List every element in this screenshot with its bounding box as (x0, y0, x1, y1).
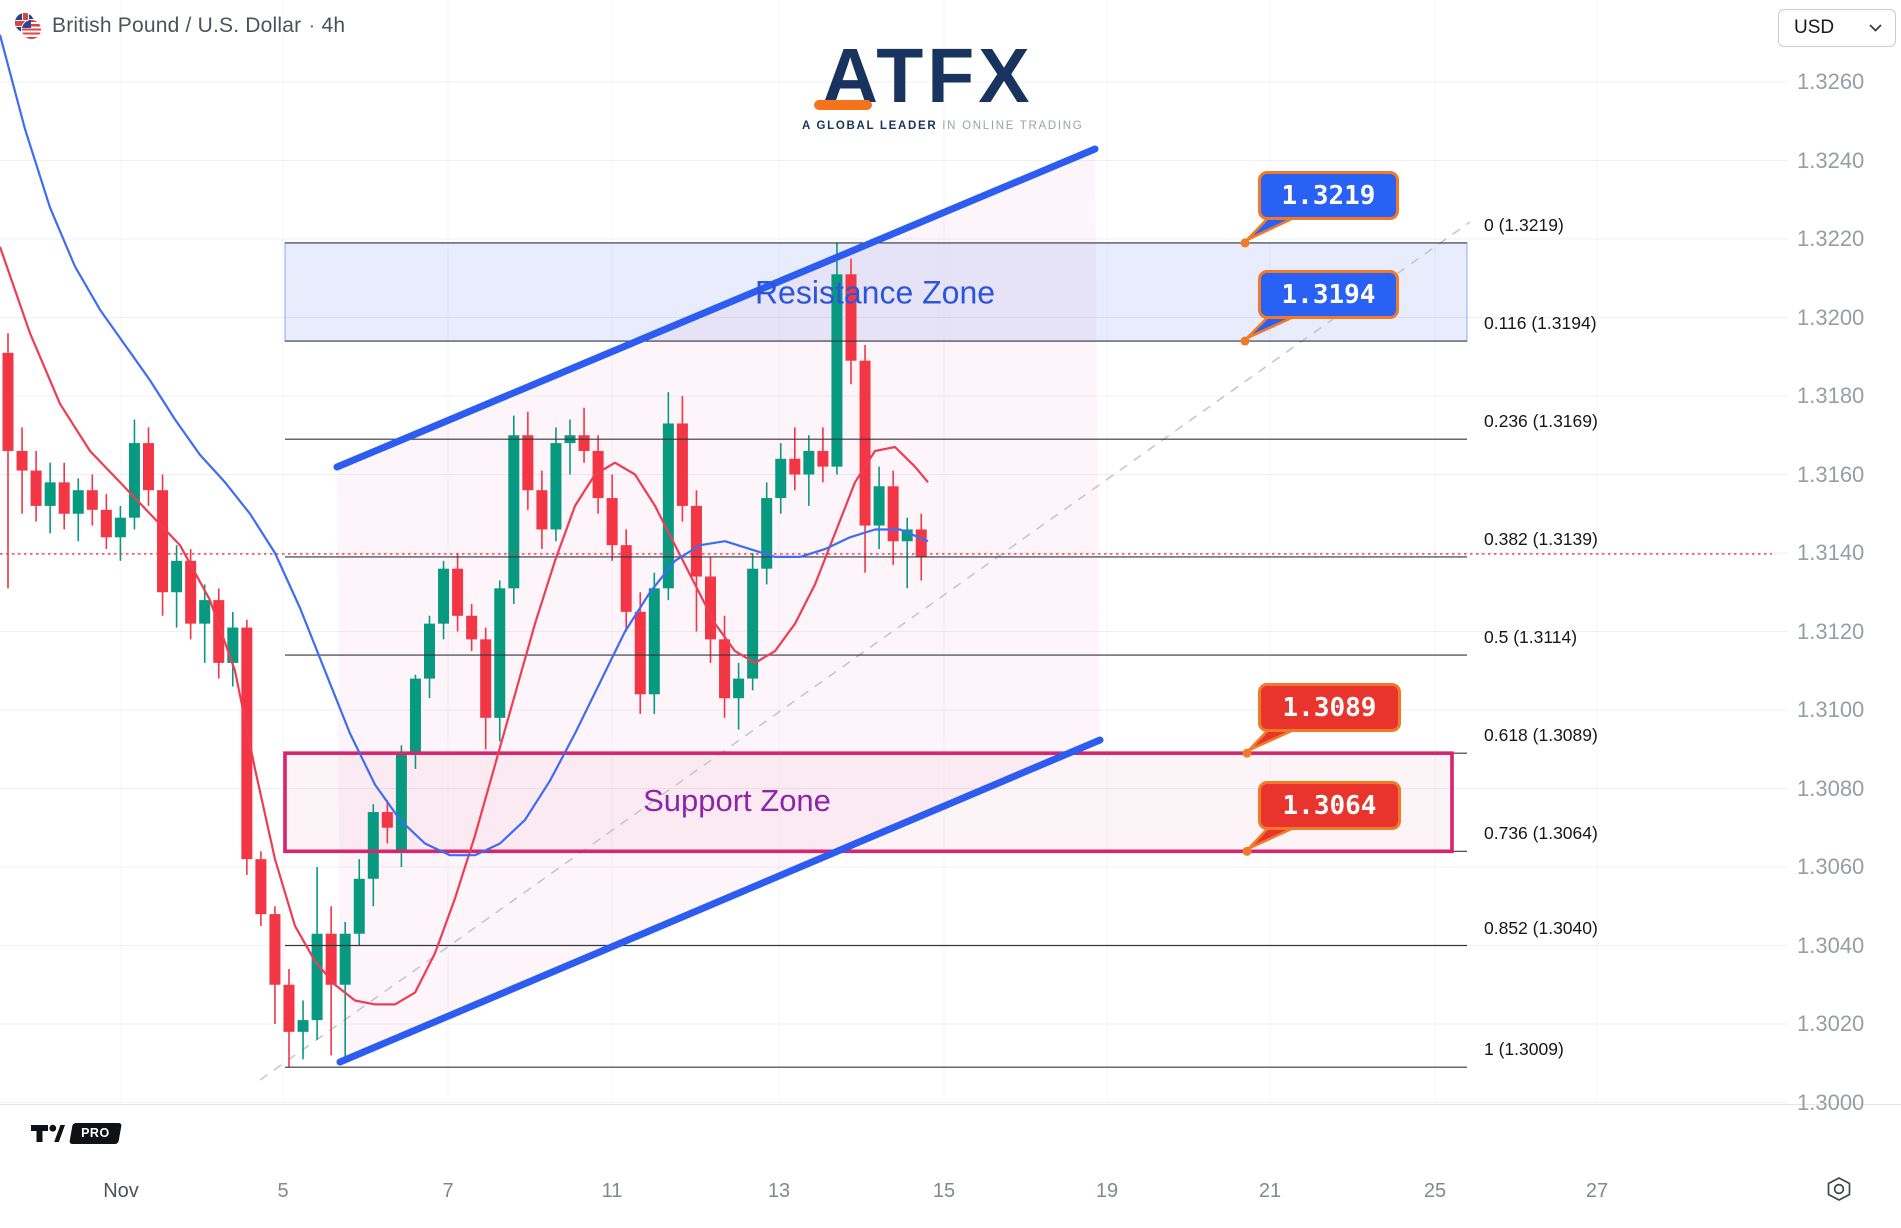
price-axis-label: 1.3200 (1797, 304, 1865, 330)
tradingview-logo[interactable]: PRO (30, 1120, 122, 1146)
atfx-watermark: ATFX A GLOBAL LEADER IN ONLINE TRADING (802, 38, 1082, 133)
date-axis-label: 21 (1258, 1180, 1282, 1202)
price-axis-label: 1.3180 (1797, 383, 1865, 408)
atfx-logo-orange-bar (814, 100, 873, 110)
callout-anchor-dot (1242, 846, 1252, 856)
tradingview-mark-icon (31, 1124, 65, 1142)
ma-fast-red (0, 246, 929, 1006)
price-axis-label: 1.3000 (1797, 1089, 1865, 1115)
price-axis-label: 1.3020 (1797, 1011, 1865, 1036)
price-axis-label: 1.3060 (1797, 854, 1865, 879)
date-axis-label: 27 (1585, 1180, 1609, 1202)
price-axis-label: 1.3100 (1797, 697, 1865, 722)
trend-channel-fill (337, 149, 1100, 1062)
title-separator: · (308, 14, 316, 37)
symbol-title: British Pound / U.S. Dollar · 4h (52, 14, 345, 38)
fib-level-label: 0.736 (1.3064) (1484, 823, 1598, 844)
fib-level-label: 0 (1.3219) (1484, 214, 1564, 235)
fib-level-label: 0.5 (1.3114) (1484, 627, 1578, 648)
price-axis-label: 1.3220 (1797, 226, 1865, 251)
price-callout[interactable]: 1.3219 (1258, 171, 1399, 220)
gear-icon (1827, 1177, 1851, 1201)
symbol-name: British Pound / U.S. Dollar (52, 14, 302, 37)
atfx-tagline-light: IN ONLINE TRADING (937, 120, 1084, 132)
date-axis-label: 25 (1423, 1180, 1447, 1202)
price-axis-label: 1.3080 (1797, 775, 1865, 801)
callout-anchor-dot (1240, 238, 1250, 248)
fib-level-label: 1 (1.3009) (1484, 1039, 1564, 1060)
date-axis-label: 15 (932, 1180, 956, 1202)
fib-level-label: 0.618 (1.3089) (1484, 725, 1598, 746)
price-callout[interactable]: 1.3089 (1258, 683, 1401, 732)
resistance-zone-label[interactable]: Resistance Zone (754, 274, 996, 311)
support-zone-label[interactable]: Support Zone (643, 783, 831, 818)
grid-vertical (120, 0, 1598, 1103)
ma-slow-blue (0, 34, 929, 857)
pro-badge: PRO (69, 1122, 122, 1144)
interval-label: 4h (321, 14, 346, 37)
fib-level-label: 0.236 (1.3169) (1484, 411, 1598, 432)
candles (2, 242, 927, 1068)
date-axis-label: 19 (1095, 1180, 1119, 1202)
price-axis-label: 1.3140 (1797, 540, 1865, 565)
price-axis-label: 1.3160 (1797, 461, 1865, 487)
date-axis-label: 5 (277, 1180, 289, 1202)
callout-anchor-dot (1242, 748, 1252, 758)
date-axis-label: 7 (442, 1180, 454, 1202)
currency-select-value: USD (1794, 17, 1835, 38)
price-callout[interactable]: 1.3064 (1258, 781, 1401, 830)
atfx-tagline: A GLOBAL LEADER IN ONLINE TRADING (802, 120, 1082, 132)
trendline-lower[interactable] (336, 736, 1104, 1066)
price-axis-label: 1.3120 (1797, 618, 1865, 644)
currency-select[interactable]: USD (1778, 9, 1896, 47)
symbol-header[interactable]: British Pound / U.S. Dollar · 4h (14, 12, 345, 40)
support-zone-border (283, 751, 1454, 854)
atfx-tagline-strong: A GLOBAL LEADER (802, 120, 938, 132)
price-axis-label: 1.3260 (1797, 69, 1865, 94)
callout-anchor-dot (1240, 336, 1250, 346)
settings-button[interactable] (1824, 1174, 1854, 1209)
price-callout[interactable]: 1.3194 (1258, 270, 1399, 319)
date-axis-label: 11 (601, 1180, 623, 1202)
fib-level-label: 0.116 (1.3194) (1484, 313, 1597, 334)
gbpusd-flag-icon (14, 12, 42, 40)
fib-level-label: 0.382 (1.3139) (1484, 528, 1598, 549)
grid-horizontal (0, 81, 1788, 1103)
date-axis-label: Nov (103, 1180, 139, 1202)
price-axis-label: 1.3240 (1797, 147, 1865, 173)
fib-level-label: 0.852 (1.3040) (1484, 917, 1598, 938)
atfx-logo: ATFX (814, 38, 1033, 115)
chevron-down-icon (1869, 24, 1882, 32)
price-axis-label: 1.3040 (1797, 932, 1865, 958)
trendline-upper[interactable] (333, 145, 1099, 471)
date-axis-label: 13 (767, 1180, 791, 1202)
date-axis[interactable] (0, 1104, 1901, 1228)
